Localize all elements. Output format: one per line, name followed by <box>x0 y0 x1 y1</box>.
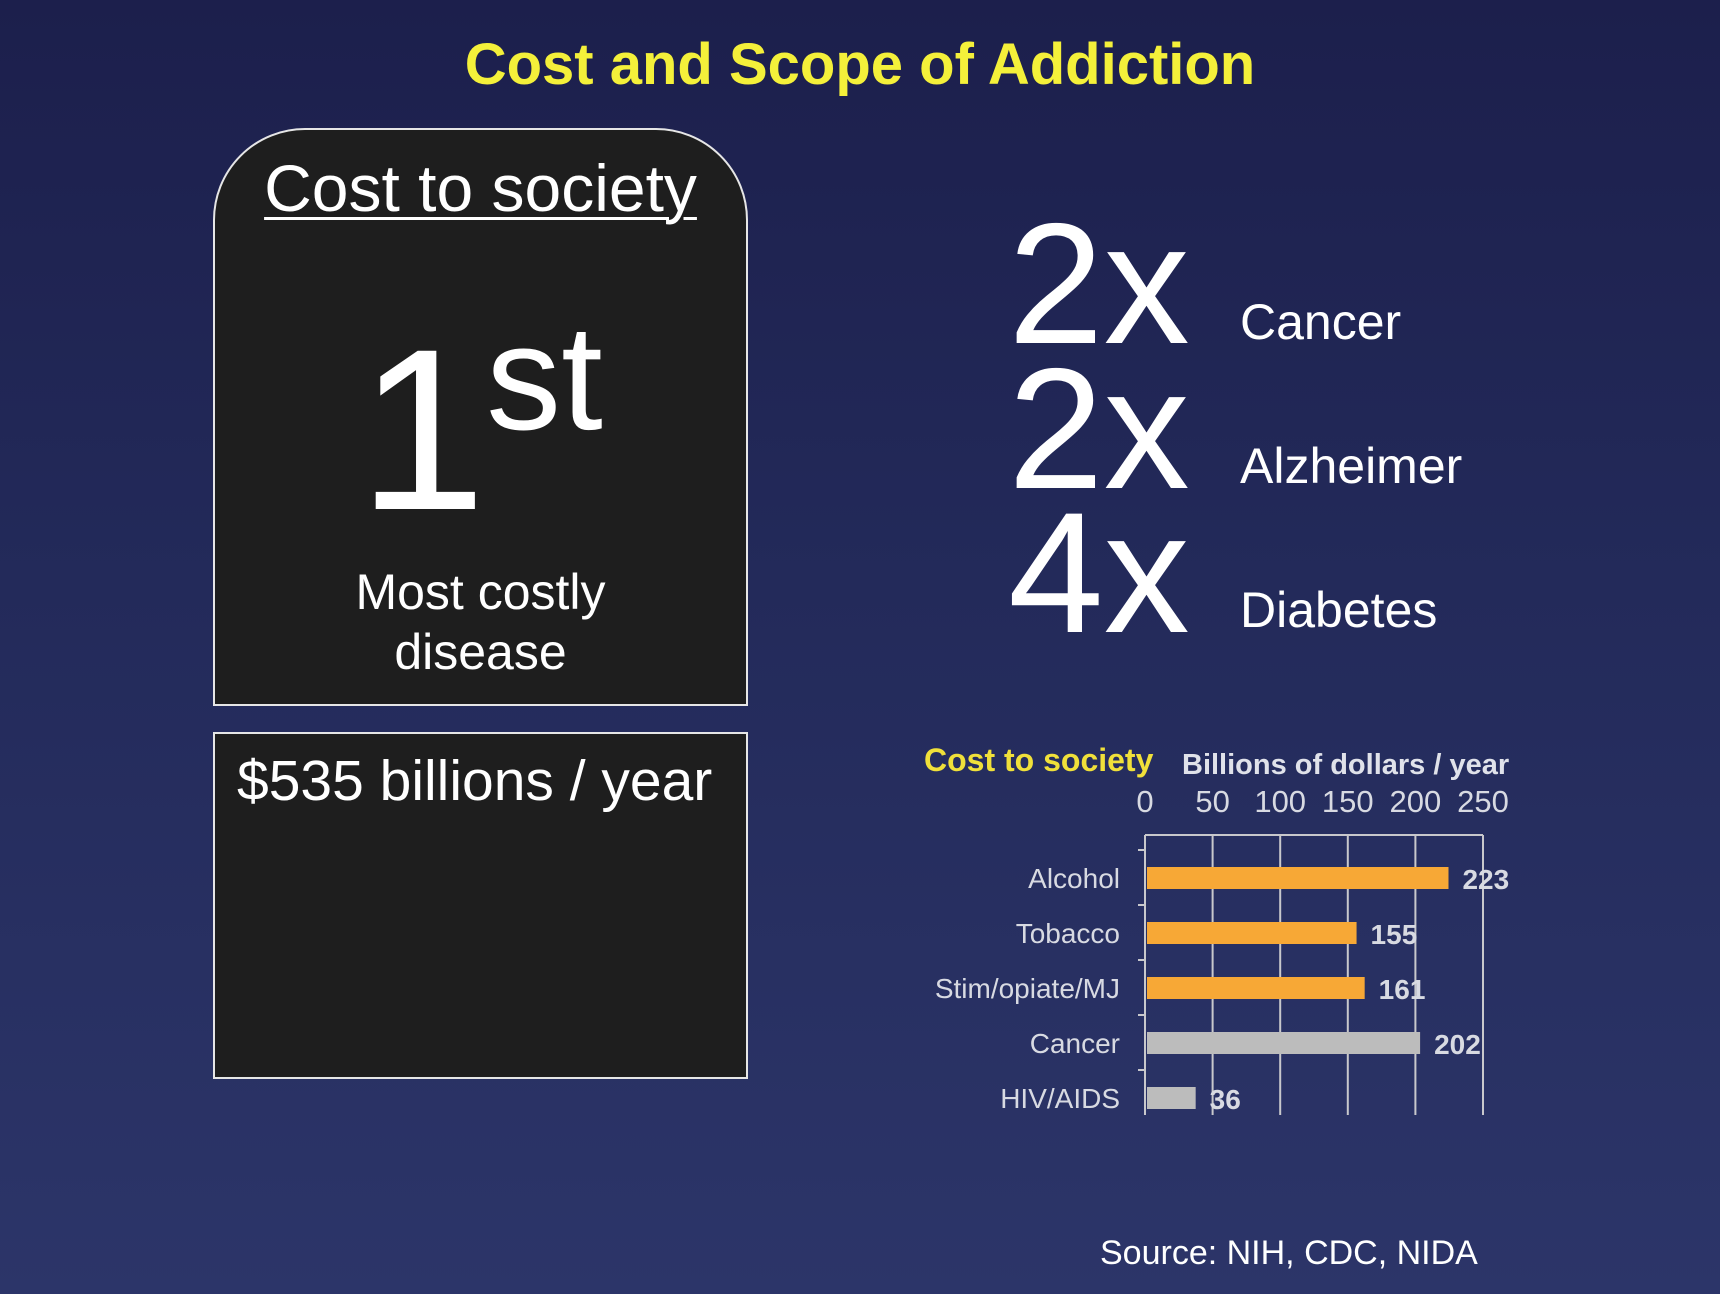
bar-value-label: 36 <box>1210 1084 1241 1115</box>
multiplier-alzheimer: 2x <box>1008 333 1190 525</box>
caption-line-2: disease <box>394 624 567 680</box>
chart-title: Cost to society <box>924 742 1154 778</box>
bar <box>1147 1032 1421 1054</box>
chart-axis-label: Billions of dollars / year <box>1182 749 1510 781</box>
condition-alzheimer: Alzheimer <box>1240 438 1463 494</box>
caption-line-1: Most costly <box>355 564 606 620</box>
x-tick-label: 100 <box>1254 784 1306 819</box>
annual-cost-card: $535 billions / year <box>213 732 748 1079</box>
bar <box>1147 867 1449 889</box>
category-label: Stim/opiate/MJ <box>935 973 1120 1004</box>
multiplier-diabetes: 4x <box>1008 477 1190 669</box>
bar-value-label: 155 <box>1371 919 1418 950</box>
rank-number: 1 <box>358 301 487 558</box>
multiplier-cancer: 2x <box>1008 188 1190 380</box>
category-label: HIV/AIDS <box>1000 1083 1120 1114</box>
bar-value-label: 161 <box>1379 974 1426 1005</box>
x-tick-label: 250 <box>1457 784 1509 819</box>
category-label: Tobacco <box>1016 918 1120 949</box>
slide-title: Cost and Scope of Addiction <box>464 32 1256 97</box>
rank-value: 1st <box>215 300 746 560</box>
x-tick-label: 0 <box>1136 784 1153 819</box>
condition-diabetes: Diabetes <box>1240 582 1438 638</box>
bar-value-label: 202 <box>1434 1029 1481 1060</box>
cost-rank-card: Cost to society 1st Most costly disease <box>213 128 748 706</box>
category-label: Alcohol <box>1028 863 1120 894</box>
card-heading: Cost to society <box>264 151 697 225</box>
bar <box>1147 922 1357 944</box>
condition-cancer: Cancer <box>1240 294 1402 350</box>
x-tick-label: 200 <box>1390 784 1442 819</box>
bar <box>1147 1087 1196 1109</box>
cost-bar-chart: 0 50 100 150 200 250 Alcohol 223 Tobacco 155 Stim/… <box>935 784 1509 1115</box>
source-note: Source: NIH, CDC, NIDA <box>1100 1234 1478 1272</box>
annual-cost-text: $535 billions / year <box>237 749 713 813</box>
x-tick-label: 50 <box>1195 784 1229 819</box>
rank-suffix: st <box>486 293 603 461</box>
category-label: Cancer <box>1030 1028 1120 1059</box>
card-caption: Most costly disease <box>215 562 746 682</box>
x-tick-label: 150 <box>1322 784 1374 819</box>
bar-value-label: 223 <box>1462 864 1509 895</box>
bar <box>1147 977 1365 999</box>
